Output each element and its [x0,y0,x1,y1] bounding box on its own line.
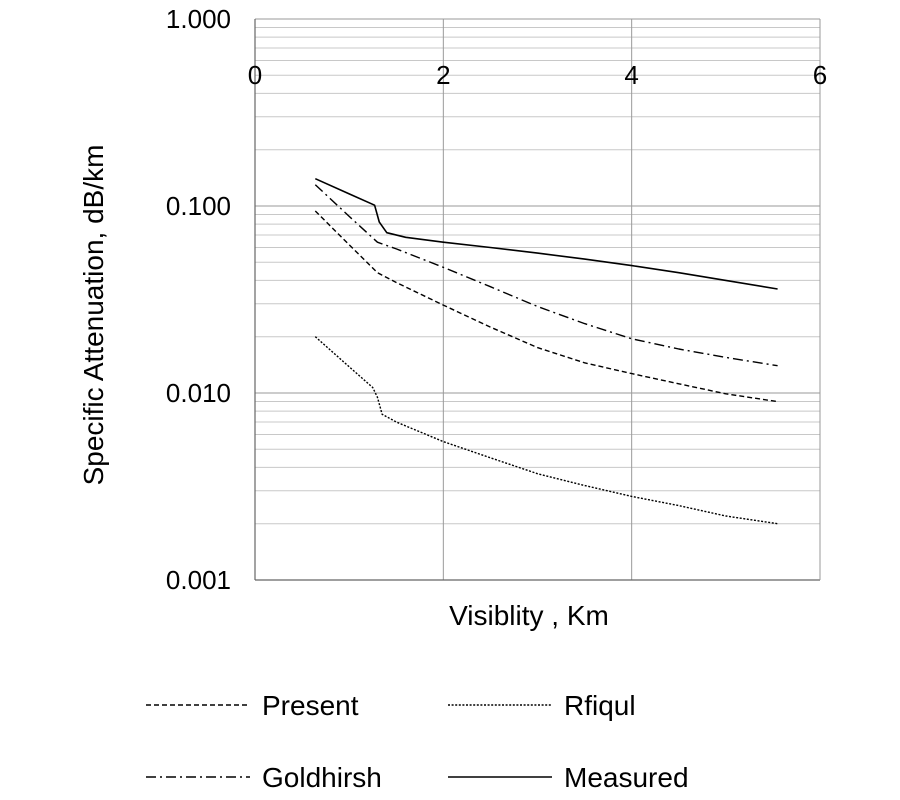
y-tick-label: 0.001 [166,565,231,595]
plot-frame [254,19,821,581]
series-line-present [314,210,778,403]
y-tick-label: 0.100 [166,191,231,221]
legend-label-rfiqul: Rfiqul [564,690,636,721]
y-tick-label: 1.000 [166,4,231,34]
y-tick-labels: 0.001 0.010 0.100 1.000 [166,4,231,595]
legend: Present Rfiqul Goldhirsh Measured [146,690,689,793]
legend-label-goldhirsh: Goldhirsh [262,762,382,793]
x-tick-label: 6 [813,60,827,90]
series-line-goldhirsh [314,184,778,367]
legend-label-measured: Measured [564,762,689,793]
series-group [314,177,778,525]
x-tick-label: 0 [248,60,262,90]
y-axis-title: Specific Attenuation, dB/km [78,145,109,486]
y-tick-label: 0.010 [166,378,231,408]
x-axis-title: Visiblity , Km [449,600,609,631]
x-tick-labels: 0 2 4 6 [248,60,827,90]
x-tick-label: 2 [436,60,450,90]
grid [254,18,821,581]
series-line-rfiqul [314,336,778,525]
x-tick-label: 4 [624,60,638,90]
legend-label-present: Present [262,690,359,721]
series-line-measured [314,177,778,290]
